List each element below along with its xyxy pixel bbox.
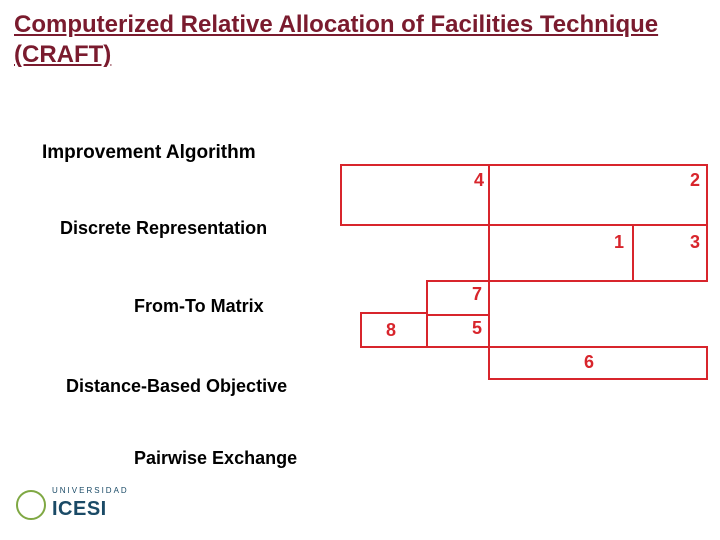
cell-7: 7 — [426, 280, 490, 316]
cell-3: 3 — [632, 224, 708, 282]
cell-1: 1 — [488, 224, 634, 282]
bullet-4: Pairwise Exchange — [134, 448, 297, 469]
cell-2: 2 — [488, 164, 708, 226]
cell-label-6: 6 — [584, 352, 594, 373]
bullet-2: From-To Matrix — [134, 296, 264, 317]
page-title: Computerized Relative Allocation of Faci… — [14, 10, 694, 70]
layout-diagram: 4 2 1 3 7 8 5 6 — [340, 164, 708, 394]
cell-8: 8 — [360, 312, 428, 348]
cell-label-3: 3 — [690, 232, 700, 253]
bullet-0: Improvement Algorithm — [42, 142, 256, 164]
bullet-1: Discrete Representation — [60, 218, 267, 239]
cell-label-5: 5 — [472, 318, 482, 339]
cell-4: 4 — [340, 164, 490, 226]
cell-5: 5 — [426, 314, 490, 348]
cell-label-7: 7 — [472, 284, 482, 305]
cell-label-2: 2 — [690, 170, 700, 191]
cell-label-1: 1 — [614, 232, 624, 253]
cell-label-8: 8 — [386, 320, 396, 341]
logo-sun-icon — [16, 490, 46, 520]
cell-6: 6 — [488, 346, 708, 380]
cell-label-4: 4 — [474, 170, 484, 191]
logo-main-text: ICESI — [52, 498, 107, 521]
university-logo: UNIVERSIDAD ICESI — [14, 484, 124, 526]
bullet-3: Distance-Based Objective — [66, 376, 287, 397]
logo-small-text: UNIVERSIDAD — [52, 486, 129, 495]
